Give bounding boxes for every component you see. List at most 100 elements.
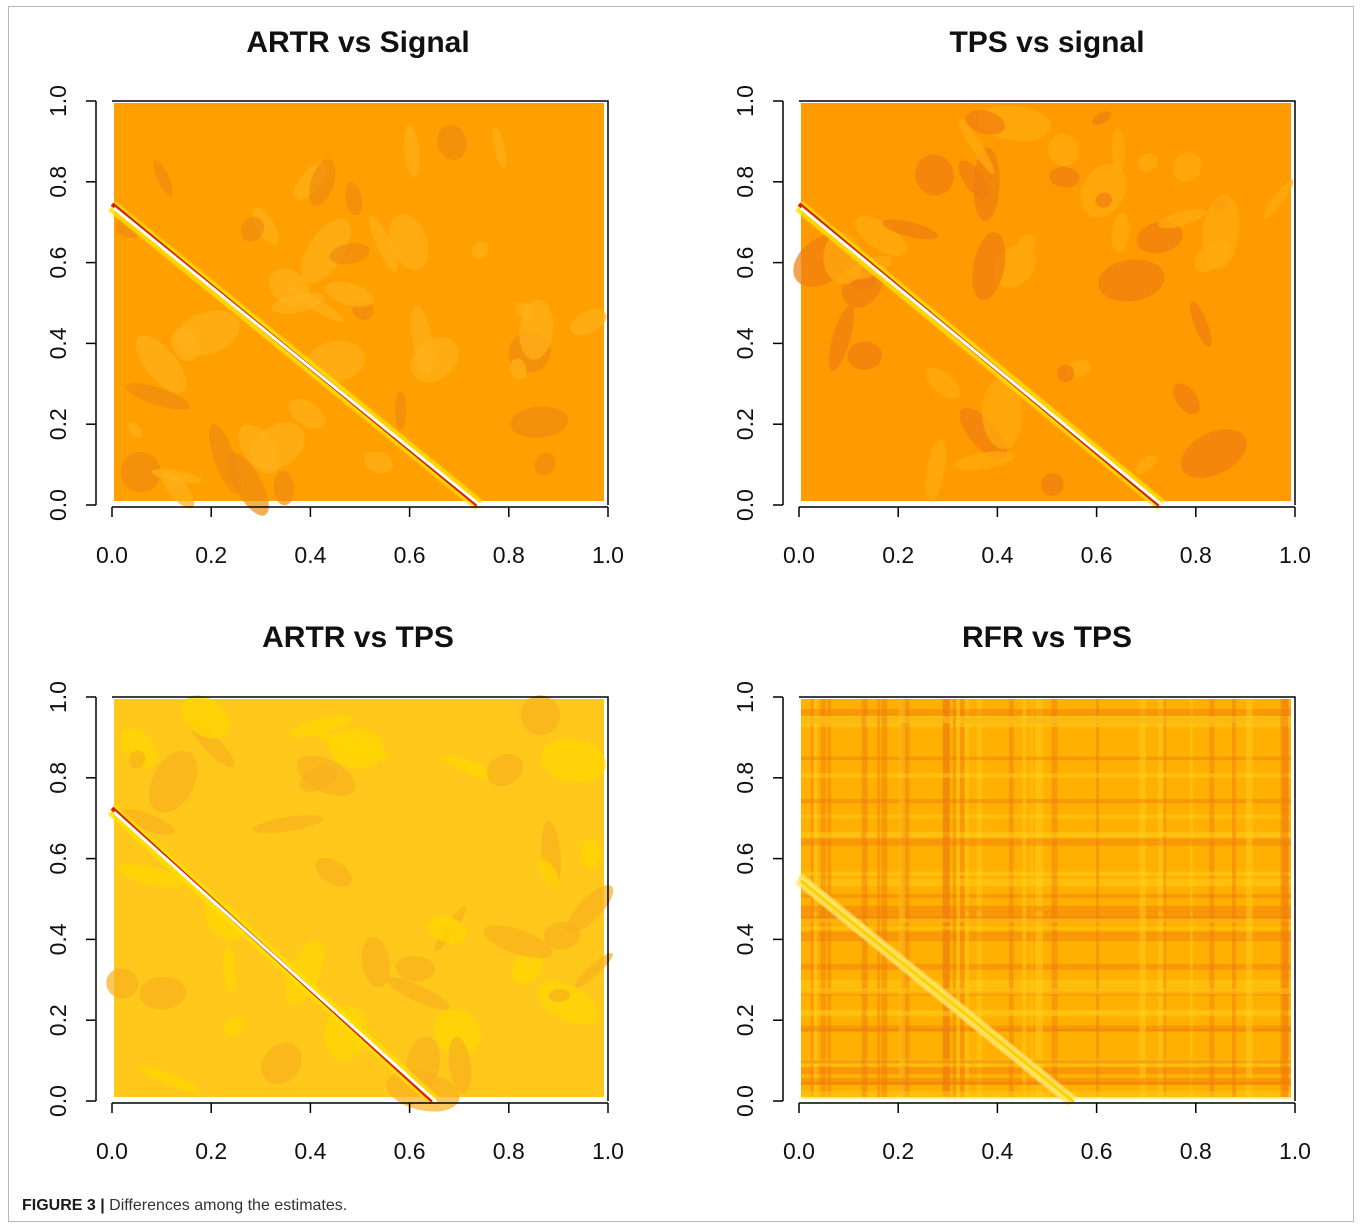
heatmap-blob	[519, 299, 554, 360]
heatmap-stripe	[801, 837, 1291, 846]
heatmap-blob	[128, 750, 146, 769]
figure-caption-label: FIGURE 3 |	[22, 1197, 105, 1214]
x-tick-label: 0.2	[882, 542, 914, 568]
x-tick-label: 0.4	[981, 1138, 1013, 1164]
heatmap-blob	[317, 733, 389, 759]
heatmap-blob	[182, 695, 230, 739]
heatmap-blob	[1095, 192, 1112, 208]
y-tick-label: 1.0	[732, 681, 758, 713]
heatmap-stripe	[801, 905, 1291, 912]
y-tick-label: 0.2	[732, 408, 758, 440]
plot-frame	[112, 100, 609, 505]
heatmap-blob	[540, 738, 606, 783]
diagonal-highlight	[112, 811, 438, 1104]
heatmap-blob	[580, 839, 602, 868]
x-axis: 0.0 0.2 0.4 0.6 0.8 1.0	[783, 1102, 1311, 1164]
figure-frame	[8, 6, 1354, 1222]
heatmap-stripe	[1096, 699, 1100, 1097]
y-tick-label: 0.4	[732, 327, 758, 359]
heatmap-blob	[915, 154, 955, 196]
heatmap-stripe	[801, 937, 1291, 942]
heatmap-stripe	[801, 871, 1291, 876]
heatmap-stripe	[801, 1067, 1291, 1075]
heatmap-blob	[1158, 208, 1206, 229]
heatmap-stripe	[801, 916, 1291, 923]
x-tick-label: 0.4	[294, 542, 326, 568]
x-tick-label: 0.4	[981, 542, 1013, 568]
heatmap-blob	[135, 334, 187, 394]
heatmap-blob	[404, 124, 420, 178]
heatmap-stripe	[801, 1011, 1291, 1017]
heatmap-stripe	[801, 756, 1291, 761]
heatmap-blob	[1134, 455, 1157, 475]
heatmap-blob	[329, 243, 370, 265]
plot-frame	[799, 100, 1296, 505]
heatmap-blob	[520, 695, 561, 736]
heatmap-stripe	[877, 699, 880, 1097]
x-tick-label: 0.0	[783, 1138, 815, 1164]
x-tick-label: 0.0	[96, 1138, 128, 1164]
y-tick-label: 0.8	[45, 166, 71, 198]
plot-frame	[799, 696, 1296, 1101]
heatmap-field	[793, 103, 1294, 510]
panel-title: TPS vs signal	[949, 26, 1144, 59]
diagonal-highlight	[800, 879, 1075, 1104]
x-tick-label: 0.2	[195, 542, 227, 568]
heatmap-blob	[286, 286, 345, 323]
x-tick-label: 0.4	[294, 1138, 326, 1164]
x-tick-label: 0.6	[394, 1138, 426, 1164]
heatmap-blob	[1172, 152, 1202, 182]
heatmap-blob	[828, 305, 855, 371]
heatmap-blob	[965, 109, 1005, 135]
heatmap-blob	[574, 952, 613, 988]
heatmap-blob	[981, 378, 1023, 450]
y-tick-label: 0.0	[732, 1085, 758, 1117]
heatmap-stripe	[801, 773, 1291, 778]
heatmap-stripe	[1139, 699, 1146, 1097]
heatmap-blob	[120, 452, 161, 493]
y-axis: 0.0 0.2 0.4 0.6 0.8 1.0	[45, 85, 97, 521]
x-tick-label: 1.0	[592, 1138, 624, 1164]
heatmap-blob	[437, 124, 467, 161]
heatmap-blob	[427, 916, 468, 944]
heatmap-stripe	[801, 1029, 1291, 1032]
x-tick-label: 0.8	[1180, 542, 1212, 568]
heatmap-stripe	[865, 699, 868, 1097]
heatmap-stripe	[801, 980, 1291, 988]
heatmap-stripe	[1022, 699, 1027, 1097]
heatmap-field	[795, 699, 1291, 1106]
y-tick-label: 0.6	[45, 247, 71, 279]
heatmap-blob	[153, 159, 173, 197]
heatmap-blob	[1080, 163, 1127, 218]
heatmap-blob	[569, 309, 607, 336]
y-tick-label: 0.2	[45, 408, 71, 440]
heatmap-blob	[300, 218, 351, 284]
x-tick-label: 0.2	[882, 1138, 914, 1164]
heatmap-blob	[344, 182, 363, 216]
heatmap-stripe	[801, 716, 1291, 724]
heatmap-stripe	[801, 988, 1291, 995]
heatmap-blob	[227, 452, 269, 516]
heatmap-blob	[289, 398, 326, 429]
heatmap-stripe	[801, 878, 1291, 887]
heatmap-stripe	[976, 699, 983, 1097]
heatmap-stripe	[899, 699, 906, 1097]
y-tick-label: 0.8	[732, 762, 758, 794]
heatmap-blob	[139, 976, 187, 1010]
heatmap-stripe	[952, 699, 956, 1097]
panel-title: RFR vs TPS	[962, 621, 1132, 654]
heatmap-stripe	[1209, 699, 1215, 1097]
x-axis: 0.0 0.2 0.4 0.6 0.8 1.0	[96, 1102, 624, 1164]
y-tick-label: 0.4	[732, 923, 758, 955]
heatmap-stripe	[801, 1009, 1291, 1014]
y-tick-label: 0.2	[45, 1004, 71, 1036]
heatmap-stripe	[801, 926, 1291, 930]
heatmap-blob	[847, 341, 883, 370]
heatmap-stripe	[801, 963, 1291, 970]
heatmap-blob	[1047, 133, 1080, 166]
heatmap-blob	[534, 452, 556, 477]
heatmap-stripe	[801, 717, 1291, 724]
x-tick-label: 0.2	[195, 1138, 227, 1164]
heatmap-blob	[127, 422, 143, 438]
